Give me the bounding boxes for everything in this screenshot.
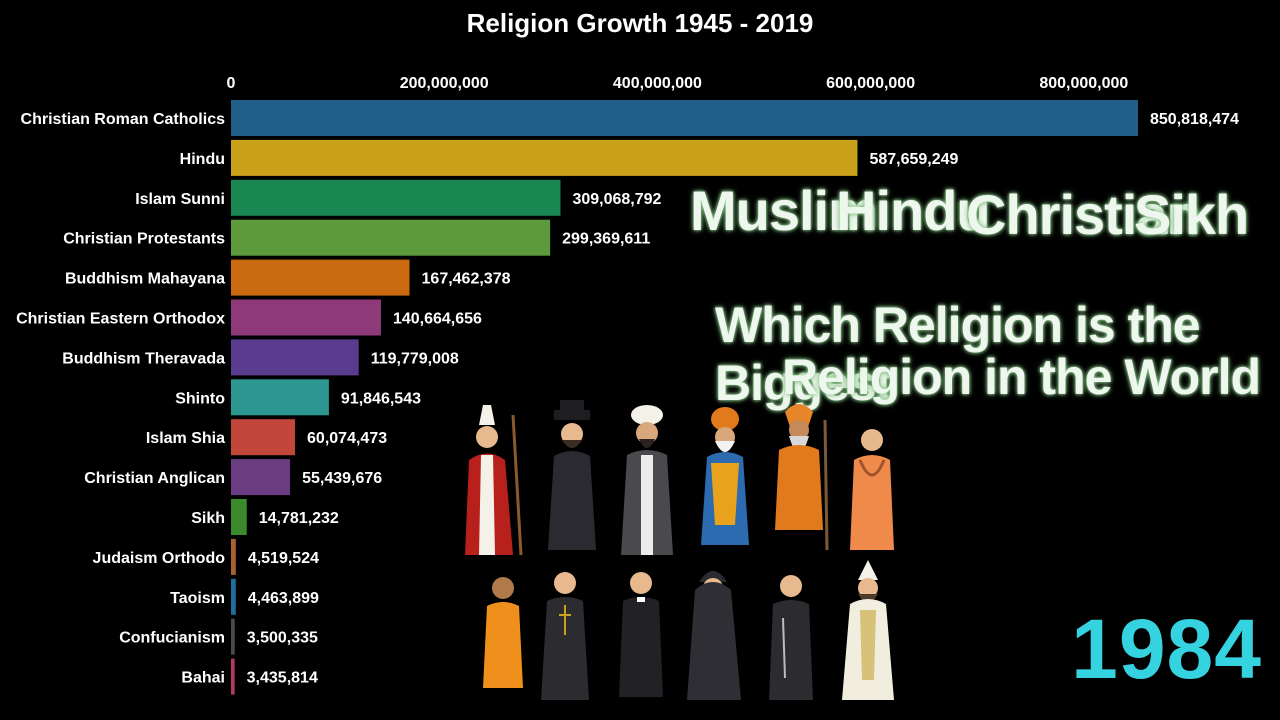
bar [231, 219, 551, 256]
bar [231, 618, 235, 655]
category-label: Christian Anglican [84, 470, 225, 487]
chart-title: Religion Growth 1945 - 2019 [466, 8, 814, 38]
category-label: Christian Eastern Orthodox [16, 311, 225, 328]
value-label: 850,818,474 [1150, 111, 1239, 128]
bar [231, 259, 410, 296]
value-label: 55,439,676 [302, 470, 382, 487]
bar [231, 100, 1138, 136]
bishop-figure-icon [842, 560, 894, 700]
x-tick-label: 800,000,000 [1039, 75, 1128, 92]
value-label: 4,463,899 [248, 590, 319, 607]
orthodox-monk-figure-icon [687, 571, 741, 700]
religious-figures-illustration [465, 400, 894, 700]
category-label: Shinto [175, 390, 225, 407]
category-label: Buddhism Mahayana [65, 271, 225, 288]
value-label: 3,500,335 [247, 630, 318, 647]
bar [231, 538, 236, 575]
category-label: Taoism [170, 590, 225, 607]
rabbi-figure-icon [548, 400, 596, 550]
category-label: Confucianism [119, 630, 225, 647]
headline-line-2: Religion in the World [782, 349, 1261, 405]
category-label: Sikh [191, 510, 225, 527]
religions-muslim-label: Muslim [690, 179, 878, 242]
category-label: Christian Roman Catholics [21, 111, 226, 128]
x-tick-label: 600,000,000 [826, 75, 915, 92]
bar [231, 339, 359, 376]
value-label: 167,462,378 [422, 271, 511, 288]
bar [231, 578, 236, 615]
bar [231, 139, 858, 176]
bar [231, 499, 247, 535]
value-label: 119,779,008 [371, 350, 459, 367]
buddhist-monk-figure-icon [483, 577, 523, 688]
religions-sikh-label: Sikh [1134, 183, 1249, 246]
value-label: 140,664,656 [393, 311, 482, 328]
value-label: 587,659,249 [869, 151, 958, 168]
category-label: Hindu [180, 151, 225, 168]
value-label: 309,068,792 [572, 191, 661, 208]
x-tick-label: 400,000,000 [613, 75, 702, 92]
religions-christian-label: Christian [966, 183, 1201, 246]
value-label: 14,781,232 [259, 510, 339, 527]
headline-line-1: Which Religion is the Biggest [715, 297, 1201, 411]
pastor-figure-icon [619, 572, 663, 697]
bar [231, 179, 561, 216]
x-tick-label: 200,000,000 [400, 75, 489, 92]
sadhu-figure-icon [775, 404, 829, 551]
imam-figure-icon [621, 405, 673, 555]
category-label: Bahai [181, 670, 225, 687]
value-label: 60,074,473 [307, 430, 387, 447]
bar [231, 299, 381, 336]
priest-figure-icon [541, 572, 589, 700]
value-label: 91,846,543 [341, 390, 421, 407]
hindu-monk-figure-icon [850, 429, 894, 550]
pope-figure-icon [465, 405, 523, 556]
bar [231, 658, 235, 695]
category-label: Christian Protestants [63, 231, 225, 248]
category-label: Buddhism Theravada [62, 350, 225, 367]
bar [231, 459, 291, 496]
value-label: 299,369,611 [562, 231, 650, 248]
year-label: 1984 [1071, 602, 1262, 696]
bar [231, 379, 329, 416]
sikh-figure-icon [701, 407, 749, 545]
friar-figure-icon [769, 575, 813, 700]
value-label: 3,435,814 [247, 670, 318, 687]
category-label: Islam Sunni [135, 191, 225, 208]
category-label: Islam Shia [146, 430, 225, 447]
bar [231, 419, 296, 456]
x-tick-label: 0 [227, 75, 236, 92]
category-label: Judaism Orthodo [93, 550, 226, 567]
value-label: 4,519,524 [248, 550, 319, 567]
religions-hindu-label: Hindu [836, 179, 991, 242]
